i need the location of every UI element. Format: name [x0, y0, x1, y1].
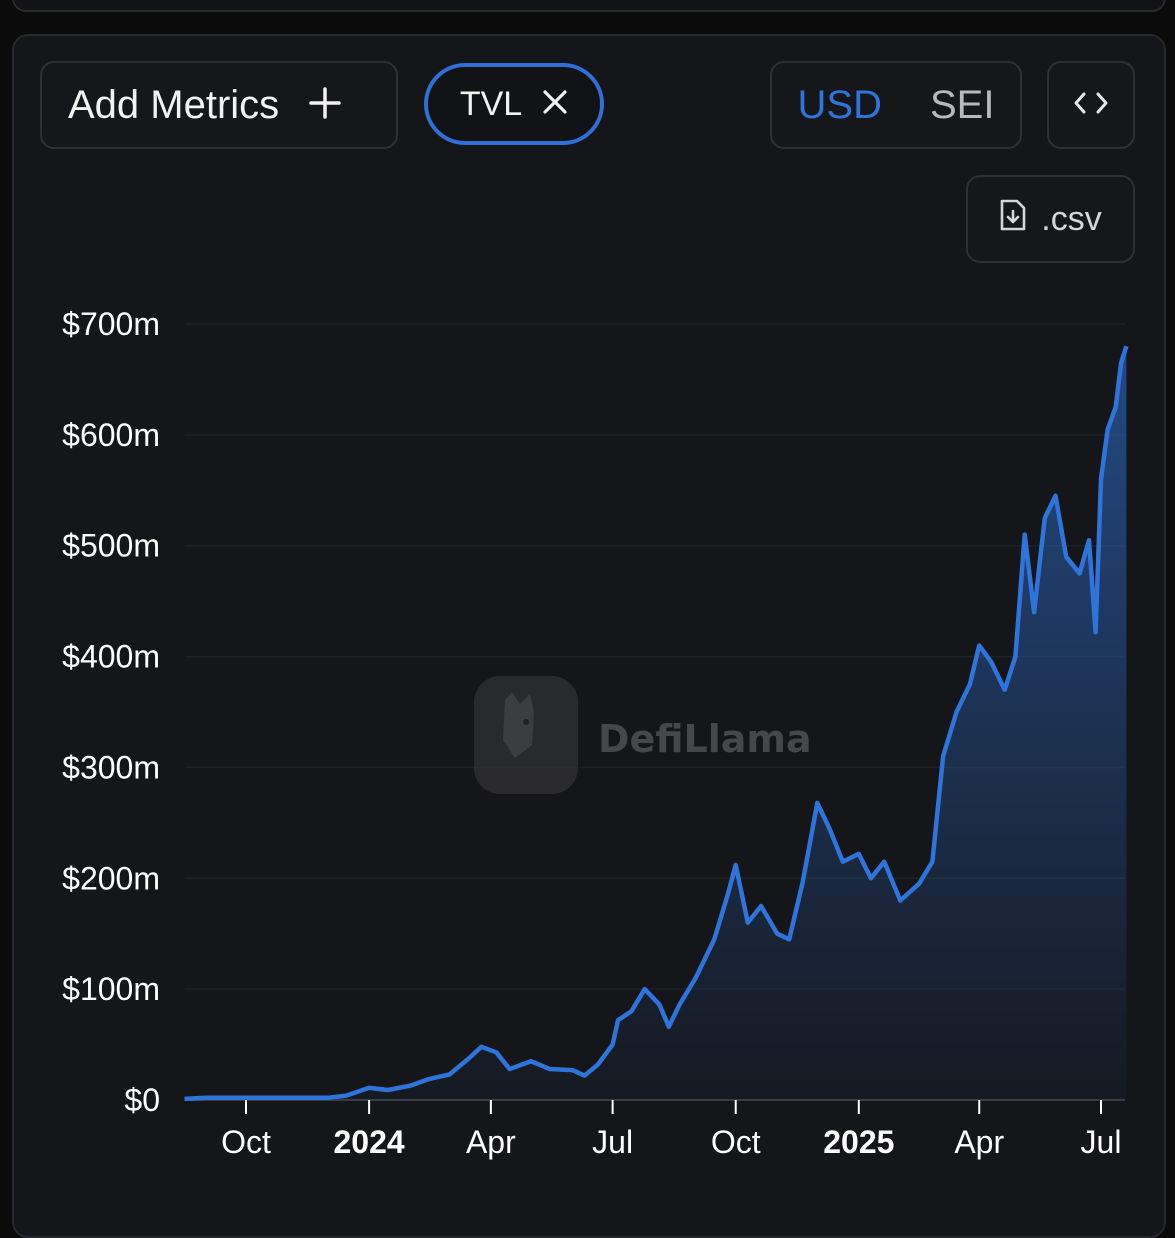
y-tick-label: $400m	[62, 639, 160, 675]
embed-code-button[interactable]	[1047, 61, 1135, 149]
add-metrics-button[interactable]: Add Metrics	[40, 61, 398, 149]
y-tick-label: $200m	[62, 860, 160, 896]
tvl-chart: DefiLlama $0 $100m $200m $300m $400m $500m $60…	[62, 306, 1129, 1160]
code-brackets-icon	[1073, 91, 1109, 120]
x-tick-label: Apr	[466, 1124, 516, 1160]
x-tick-label: Oct	[221, 1124, 271, 1160]
x-axis: Oct 2024 Apr Jul Oct 2025 Apr Jul	[221, 1100, 1121, 1160]
y-tick-label: $700m	[62, 306, 160, 342]
file-download-icon	[999, 198, 1027, 241]
tvl-metric-chip[interactable]: TVL	[424, 63, 604, 145]
x-tick-label: Oct	[711, 1124, 761, 1160]
tvl-area-fill	[184, 346, 1127, 1100]
y-tick-label: $100m	[62, 971, 160, 1007]
y-tick-label: $500m	[62, 528, 160, 564]
x-tick-label: Jul	[1081, 1124, 1122, 1160]
x-tick-label: Apr	[954, 1124, 1004, 1160]
y-tick-label: $0	[124, 1082, 160, 1118]
tvl-chip-label: TVL	[459, 84, 523, 123]
x-tick-label: 2024	[334, 1124, 405, 1160]
y-tick-label: $300m	[62, 749, 160, 785]
tvl-series-line	[184, 345, 1129, 1102]
close-icon[interactable]	[542, 87, 568, 121]
x-tick-label: 2025	[823, 1124, 894, 1160]
add-metrics-label: Add Metrics	[68, 82, 280, 127]
watermark-text: DefiLlama	[598, 717, 812, 761]
currency-option-sei[interactable]: SEI	[929, 82, 995, 127]
plus-icon	[309, 83, 341, 127]
currency-option-usd[interactable]: USD	[797, 82, 882, 127]
x-tick-label: Jul	[592, 1124, 633, 1160]
defillama-watermark: DefiLlama	[474, 676, 812, 794]
download-csv-button[interactable]: .csv	[966, 175, 1135, 263]
y-axis-ticks: $0 $100m $200m $300m $400m $500m $600m $700m	[62, 306, 160, 1118]
currency-toggle: USD SEI	[770, 61, 1022, 149]
y-tick-label: $600m	[62, 417, 160, 453]
csv-label: .csv	[1041, 199, 1102, 238]
